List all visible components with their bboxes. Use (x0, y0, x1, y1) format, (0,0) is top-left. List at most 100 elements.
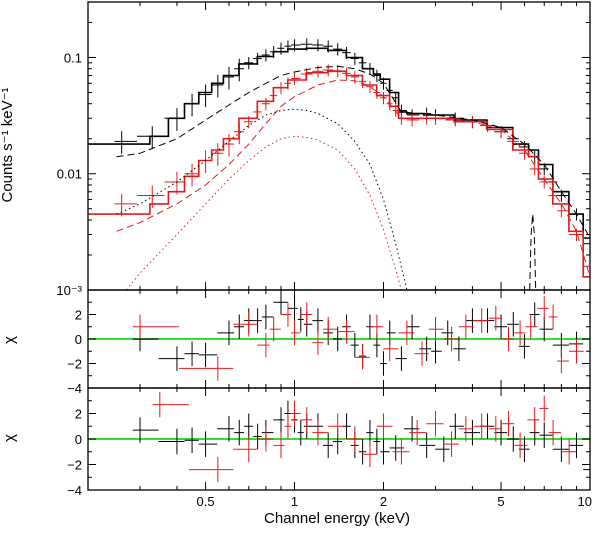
data-point (449, 413, 464, 439)
data-point (366, 81, 374, 94)
panel-residuals-upper: 2 0 −2 −4 (67, 289, 591, 396)
model-component-line (126, 135, 402, 291)
data-point (234, 419, 245, 446)
data-point (539, 395, 549, 422)
data-point (132, 417, 159, 443)
data-point (312, 330, 324, 355)
x-axis-label: Channel energy (keV) (264, 510, 410, 527)
data-point (502, 410, 515, 437)
data-point (300, 407, 313, 433)
data-point (398, 104, 407, 117)
data-point (362, 441, 377, 468)
data-point (419, 432, 436, 459)
data-point (539, 316, 553, 342)
data-point (507, 312, 519, 337)
model-step-line (88, 70, 590, 278)
y-tick-label: 0.01 (57, 167, 82, 182)
data-point (443, 431, 459, 457)
data-point (358, 439, 367, 465)
data-point (158, 346, 185, 371)
panel-residuals-lower: 2 0 −2 −4 (67, 387, 591, 498)
y-tick-label: 0.1 (64, 50, 82, 65)
data-point (568, 432, 584, 459)
data-point (332, 326, 343, 352)
data-point (337, 319, 355, 344)
data-point (443, 326, 459, 352)
data-point (291, 320, 301, 346)
data-point (583, 456, 591, 483)
data-point (198, 84, 212, 108)
data-point (217, 416, 235, 442)
data-point (406, 314, 420, 339)
data-point (518, 436, 530, 462)
data-point (373, 69, 381, 82)
x-tick-labels: 0.5 1 2 5 10 (197, 494, 592, 509)
data-point (114, 131, 137, 154)
data-point (152, 391, 189, 418)
data-point (350, 71, 359, 84)
data-point (261, 98, 270, 111)
panel-spectrum: 0.1 0.01 10⁻³ (56, 1, 591, 298)
x-tick-label: 10 (578, 494, 592, 509)
data-point (277, 42, 285, 55)
data-point (280, 302, 292, 327)
data-point (350, 332, 359, 358)
data-point (426, 410, 444, 437)
data-point (300, 302, 313, 327)
y-tick-label: 2 (75, 407, 82, 422)
data-point (527, 407, 540, 433)
data-point (376, 413, 393, 439)
data-point (164, 108, 185, 131)
data-point (323, 316, 338, 342)
data-point (253, 308, 262, 333)
data-point (453, 336, 466, 362)
x-tick-label: 0.5 (197, 494, 215, 509)
data-point (435, 436, 450, 462)
y-tick-label: −2 (67, 357, 82, 372)
data-point (557, 205, 569, 218)
x-tick-label: 1 (291, 494, 298, 509)
data-point (233, 436, 258, 462)
data-point (568, 339, 584, 364)
y-tick-label: −4 (67, 483, 82, 498)
y-tick-label: −4 (67, 381, 82, 396)
y-tick-label: 0 (75, 332, 82, 347)
data-point (273, 290, 288, 315)
data-point (350, 52, 359, 65)
data-point (273, 407, 285, 433)
data-point (369, 314, 384, 339)
data-point (198, 431, 218, 457)
data-point (211, 143, 224, 166)
data-point (211, 74, 224, 98)
data-point (386, 320, 396, 346)
data-point (380, 92, 387, 105)
data-point (539, 176, 549, 189)
data-point (392, 439, 410, 465)
data-point (132, 314, 179, 339)
data-point (332, 43, 343, 56)
model-step-line (88, 47, 590, 239)
data-point (366, 419, 374, 446)
x-tick-label: 2 (380, 494, 387, 509)
data-point (383, 336, 399, 362)
data-point (287, 296, 298, 321)
x-tick-label: 5 (497, 494, 504, 509)
data-point (223, 66, 235, 90)
data-point (303, 413, 313, 439)
data-point (253, 423, 262, 450)
data-point (297, 307, 304, 332)
data-point (164, 171, 185, 195)
data-point (398, 320, 415, 346)
data-point (431, 339, 442, 364)
data-point (488, 305, 503, 331)
data-point (273, 432, 285, 459)
data-point (291, 72, 301, 85)
data-point (223, 134, 235, 157)
model-component-line (529, 214, 537, 291)
data-point (312, 39, 324, 52)
y-tick-label: 2 (75, 308, 82, 323)
data-point (557, 348, 569, 374)
data-point (198, 342, 218, 368)
